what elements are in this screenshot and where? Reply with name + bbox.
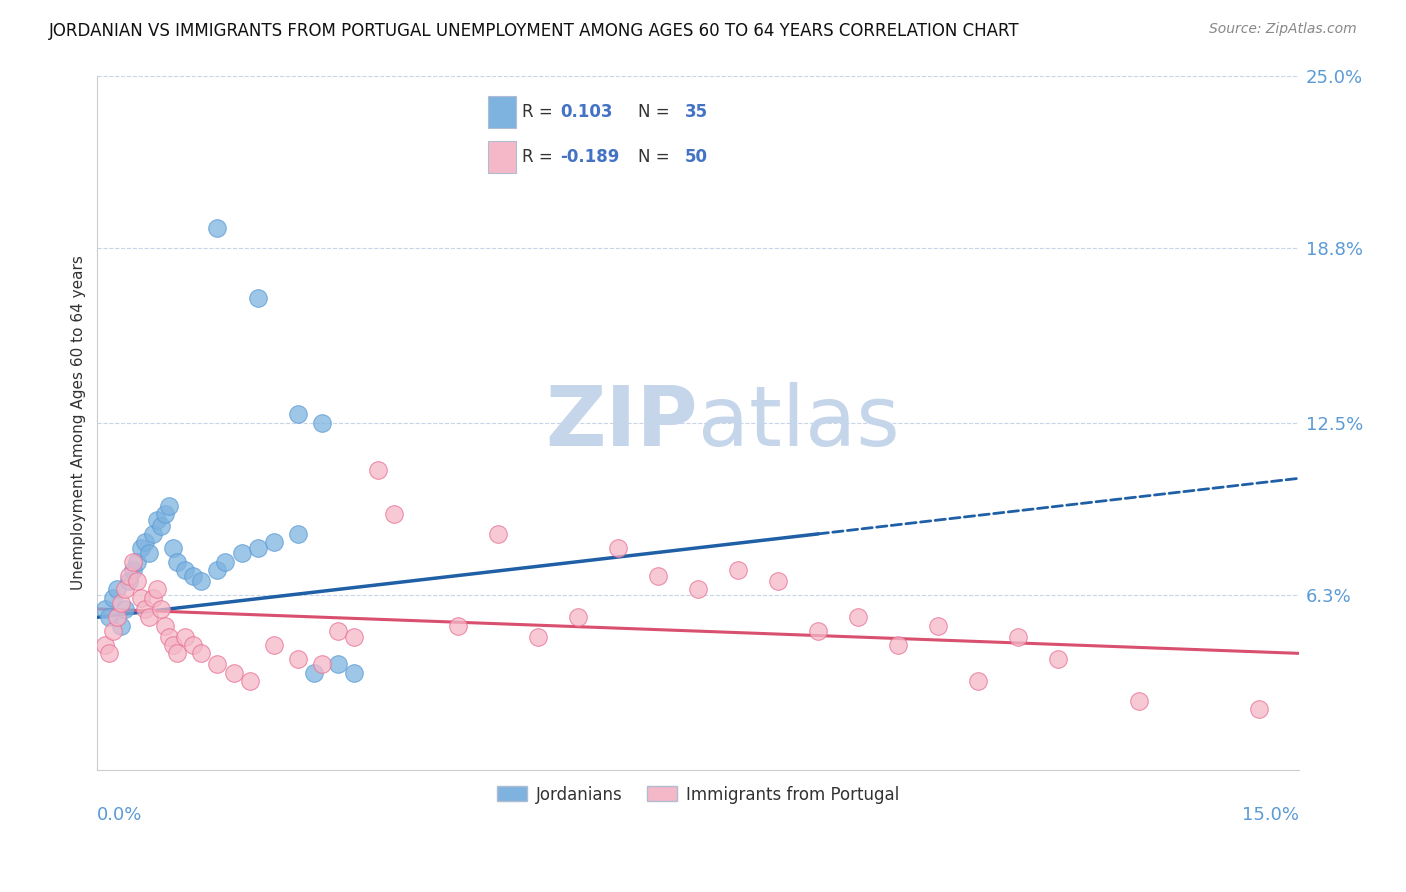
Point: [94, 602, 117, 616]
Point: [1047, 652, 1070, 666]
Point: [166, 646, 188, 660]
Text: ZIP: ZIP: [546, 383, 697, 463]
Point: [326, 657, 349, 672]
Point: [343, 630, 366, 644]
Point: [146, 582, 169, 597]
Point: [183, 568, 205, 582]
Point: [486, 527, 509, 541]
Point: [686, 582, 709, 597]
Point: [105, 610, 128, 624]
Point: [142, 527, 165, 541]
Point: [162, 541, 184, 555]
Point: [155, 508, 177, 522]
Point: [159, 499, 181, 513]
Point: [238, 674, 260, 689]
Point: [146, 513, 169, 527]
Point: [190, 574, 212, 588]
Point: [214, 555, 236, 569]
Point: [326, 624, 349, 639]
Point: [567, 610, 589, 624]
Point: [887, 638, 910, 652]
Point: [311, 657, 333, 672]
Point: [527, 630, 550, 644]
Point: [174, 630, 197, 644]
Point: [127, 574, 149, 588]
Point: [287, 527, 309, 541]
Point: [967, 674, 990, 689]
Point: [138, 610, 160, 624]
Text: JORDANIAN VS IMMIGRANTS FROM PORTUGAL UNEMPLOYMENT AMONG AGES 60 TO 64 YEARS COR: JORDANIAN VS IMMIGRANTS FROM PORTUGAL UN…: [49, 22, 1019, 40]
Point: [127, 555, 149, 569]
Point: [98, 646, 121, 660]
Point: [150, 602, 173, 616]
Point: [183, 638, 205, 652]
Point: [287, 652, 309, 666]
Point: [447, 618, 470, 632]
Point: [166, 555, 188, 569]
Point: [131, 541, 153, 555]
Point: [263, 535, 285, 549]
Point: [162, 638, 184, 652]
Point: [647, 568, 669, 582]
Point: [110, 596, 132, 610]
Point: [367, 463, 389, 477]
Point: [1128, 693, 1150, 707]
Point: [94, 638, 117, 652]
Point: [155, 618, 177, 632]
Point: [122, 555, 145, 569]
Point: [118, 568, 141, 582]
Point: [246, 291, 269, 305]
Point: [927, 618, 949, 632]
Text: atlas: atlas: [697, 383, 900, 463]
Point: [207, 563, 229, 577]
Point: [846, 610, 869, 624]
Point: [1247, 702, 1270, 716]
Point: [110, 618, 132, 632]
Point: [727, 563, 749, 577]
Point: [263, 638, 285, 652]
Point: [131, 591, 153, 605]
Point: [98, 610, 121, 624]
Point: [302, 665, 325, 680]
Point: [114, 602, 136, 616]
Text: Source: ZipAtlas.com: Source: ZipAtlas.com: [1209, 22, 1357, 37]
Point: [159, 630, 181, 644]
Point: [174, 563, 197, 577]
Point: [382, 508, 405, 522]
Point: [105, 582, 128, 597]
Point: [142, 591, 165, 605]
Point: [343, 665, 366, 680]
Point: [222, 665, 245, 680]
Point: [207, 221, 229, 235]
Point: [231, 546, 253, 560]
Y-axis label: Unemployment Among Ages 60 to 64 years: Unemployment Among Ages 60 to 64 years: [72, 255, 86, 591]
Point: [103, 591, 125, 605]
Point: [134, 602, 156, 616]
Text: 0.0%: 0.0%: [97, 806, 143, 824]
Point: [138, 546, 160, 560]
Point: [134, 535, 156, 549]
Point: [122, 563, 145, 577]
Legend: Jordanians, Immigrants from Portugal: Jordanians, Immigrants from Portugal: [491, 779, 905, 810]
Text: 15.0%: 15.0%: [1241, 806, 1299, 824]
Point: [103, 624, 125, 639]
Point: [1007, 630, 1029, 644]
Point: [207, 657, 229, 672]
Point: [606, 541, 628, 555]
Point: [114, 582, 136, 597]
Point: [807, 624, 830, 639]
Point: [311, 416, 333, 430]
Point: [190, 646, 212, 660]
Point: [118, 574, 141, 588]
Point: [246, 541, 269, 555]
Point: [287, 408, 309, 422]
Point: [150, 518, 173, 533]
Point: [766, 574, 789, 588]
